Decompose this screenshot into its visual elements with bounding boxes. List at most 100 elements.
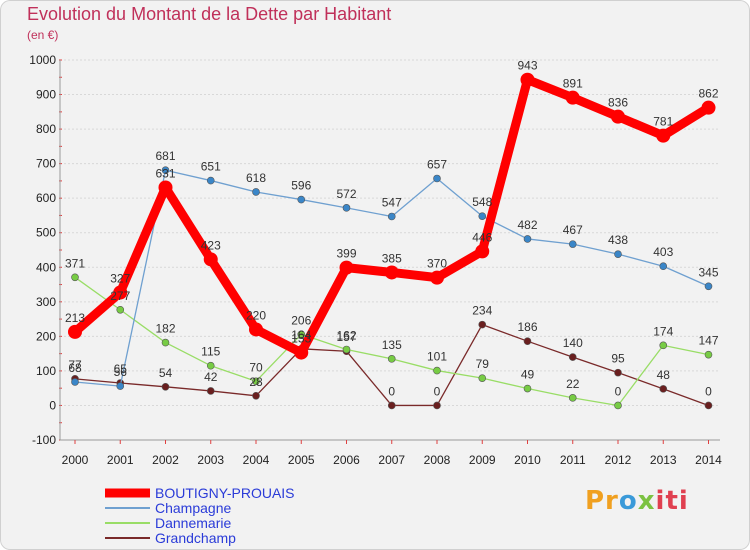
data-label: 115 <box>201 345 220 359</box>
data-label: 438 <box>608 233 628 247</box>
x-tick-label: 2013 <box>650 453 677 467</box>
data-point <box>659 262 668 271</box>
data-label: 79 <box>476 357 490 371</box>
data-point <box>568 394 577 402</box>
data-point <box>433 174 441 183</box>
data-label: 234 <box>472 304 492 318</box>
data-point <box>614 401 622 410</box>
data-point <box>704 350 713 359</box>
data-label: 482 <box>517 218 537 232</box>
chart-subtitle: (en €) <box>27 28 59 42</box>
data-point <box>478 320 487 329</box>
data-point <box>523 235 532 243</box>
data-label: 0 <box>615 384 622 398</box>
data-label: 277 <box>110 289 130 303</box>
data-point <box>116 382 125 390</box>
data-label: 681 <box>155 149 175 163</box>
data-point <box>387 401 396 410</box>
data-point <box>252 188 260 196</box>
data-label: 345 <box>698 265 718 279</box>
y-tick-label: 500 <box>36 226 56 240</box>
data-point <box>294 345 309 360</box>
data-point <box>433 401 441 410</box>
legend-label: Grandchamp <box>155 530 236 546</box>
data-point <box>297 195 306 204</box>
data-point <box>68 324 82 339</box>
data-point <box>478 212 487 220</box>
data-label: 157 <box>336 330 356 344</box>
data-point <box>252 377 260 386</box>
x-tick-label: 2009 <box>469 453 496 467</box>
data-label: 862 <box>698 87 718 101</box>
data-point <box>206 176 215 185</box>
legend-label: BOUTIGNY-PROUAIS <box>155 485 295 501</box>
data-point <box>206 387 215 395</box>
data-label: 220 <box>246 308 266 322</box>
x-tick-label: 2008 <box>424 453 451 467</box>
y-tick-label: 1000 <box>29 53 56 67</box>
data-label: 65 <box>114 362 128 376</box>
x-tick-label: 2012 <box>605 453 632 467</box>
data-point <box>203 252 218 267</box>
data-label: 162 <box>336 328 356 342</box>
data-point <box>339 260 354 275</box>
data-label: 77 <box>68 358 82 372</box>
data-point <box>71 273 79 282</box>
data-label: 446 <box>472 230 492 244</box>
data-label: 657 <box>427 157 447 171</box>
data-point <box>387 355 396 363</box>
data-point <box>704 282 713 291</box>
data-label: 48 <box>657 368 671 382</box>
data-label: 572 <box>336 187 356 201</box>
data-point <box>701 100 716 115</box>
data-point <box>478 374 487 382</box>
data-point <box>614 368 622 377</box>
data-label: 370 <box>427 257 447 271</box>
data-point <box>475 244 490 259</box>
data-point <box>523 384 532 393</box>
y-tick-label: 700 <box>36 157 56 171</box>
data-point <box>659 385 668 393</box>
data-point <box>568 240 577 248</box>
data-label: 547 <box>382 195 402 209</box>
data-point <box>433 366 441 375</box>
y-tick-label: 100 <box>36 364 56 378</box>
x-tick-label: 2006 <box>333 453 360 467</box>
data-label: 403 <box>653 245 673 259</box>
data-label: 399 <box>336 247 356 261</box>
data-label: 153 <box>291 332 311 346</box>
data-point <box>430 270 444 285</box>
x-tick-label: 2014 <box>695 453 722 467</box>
data-point <box>656 128 671 143</box>
data-label: 140 <box>563 336 583 350</box>
legend-label: Dannemarie <box>155 515 231 531</box>
data-label: 0 <box>705 384 712 398</box>
data-label: 618 <box>246 171 266 185</box>
data-label: 385 <box>382 251 402 265</box>
data-label: 182 <box>155 322 175 336</box>
data-label: 0 <box>434 384 441 398</box>
data-point <box>158 180 173 195</box>
x-tick-label: 2000 <box>62 453 89 467</box>
data-point <box>387 212 396 221</box>
legend-label: Champagne <box>155 500 231 516</box>
data-label: 0 <box>388 384 395 398</box>
data-point <box>206 361 215 370</box>
data-label: 631 <box>155 166 175 180</box>
data-point <box>249 322 263 337</box>
data-label: 891 <box>563 77 583 91</box>
x-tick-label: 2005 <box>288 453 315 467</box>
x-tick-label: 2007 <box>378 453 405 467</box>
data-label: 147 <box>698 334 718 348</box>
data-point <box>565 90 580 105</box>
data-point <box>71 378 79 386</box>
data-point <box>520 72 535 87</box>
data-label: 596 <box>291 179 311 193</box>
data-label: 56 <box>114 365 128 379</box>
data-label: 467 <box>563 223 583 237</box>
data-label: 943 <box>517 59 537 73</box>
data-label: 68 <box>68 361 82 375</box>
x-tick-label: 2002 <box>152 453 179 467</box>
